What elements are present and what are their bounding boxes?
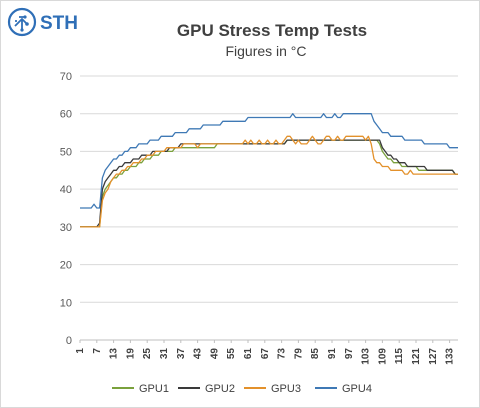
legend-label-gpu2: GPU2 <box>205 383 235 395</box>
x-tick-label: 49 <box>209 348 220 360</box>
x-tick-label: 37 <box>176 348 187 360</box>
y-tick-label: 20 <box>60 260 72 272</box>
x-tick-label: 103 <box>361 348 372 365</box>
chart-subtitle: Figures in °C <box>225 43 306 59</box>
x-tick-label: 19 <box>125 348 136 360</box>
x-tick-label: 55 <box>226 348 237 360</box>
series-line-gpu4 <box>80 113 458 209</box>
x-tick-label: 79 <box>293 348 304 360</box>
x-tick-label: 67 <box>260 348 271 360</box>
legend-label-gpu4: GPU4 <box>342 383 372 395</box>
x-tick-label: 127 <box>428 348 439 365</box>
x-tick-label: 91 <box>327 348 338 360</box>
logo: STH <box>7 7 78 37</box>
x-tick-label: 109 <box>377 348 388 365</box>
x-tick-label: 85 <box>310 348 321 360</box>
y-tick-label: 70 <box>60 71 72 83</box>
gridlines <box>80 75 458 341</box>
legend-label-gpu1: GPU1 <box>139 383 169 395</box>
y-tick-label: 30 <box>60 222 72 234</box>
x-tick-label: 121 <box>411 348 422 365</box>
plot-series <box>80 113 458 228</box>
y-tick-label: 50 <box>60 146 72 158</box>
y-tick-label: 10 <box>60 297 72 309</box>
x-tick-label: 13 <box>109 348 120 360</box>
x-axis-ticks: 1 7 13 19 25 31 37 43 49 55 61 67 73 79 85 91 97 103 109 11… <box>75 340 456 365</box>
y-axis-ticks: 0 10 20 30 40 50 60 70 <box>60 71 72 347</box>
legend-label-gpu3: GPU3 <box>271 383 301 395</box>
sth-circuit-globe-icon <box>7 7 37 37</box>
x-tick-label: 115 <box>394 348 405 365</box>
y-tick-label: 60 <box>60 109 72 121</box>
x-tick-label: 133 <box>445 348 456 365</box>
x-tick-label: 73 <box>277 348 288 360</box>
x-tick-label: 7 <box>92 348 103 354</box>
legend: GPU1 GPU2 GPU3 GPU4 <box>112 383 372 395</box>
series-line-gpu1 <box>80 139 458 228</box>
series-line-gpu3 <box>80 135 458 228</box>
x-tick-label: 97 <box>344 348 355 360</box>
y-tick-label: 0 <box>66 335 72 347</box>
x-tick-label: 43 <box>193 348 204 360</box>
x-tick-label: 1 <box>75 348 86 354</box>
y-tick-label: 40 <box>60 184 72 196</box>
x-tick-label: 61 <box>243 348 254 360</box>
x-tick-label: 31 <box>159 348 170 360</box>
chart-title: GPU Stress Temp Tests <box>177 21 367 40</box>
logo-text: STH <box>40 13 78 34</box>
series-line-gpu2 <box>80 139 458 228</box>
x-tick-label: 25 <box>142 348 153 360</box>
